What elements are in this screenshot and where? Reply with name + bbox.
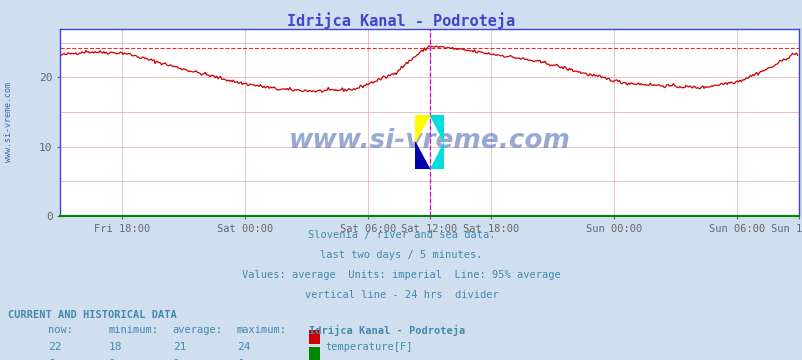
- Text: maximum:: maximum:: [237, 325, 286, 335]
- Text: 0: 0: [48, 359, 55, 360]
- Text: minimum:: minimum:: [108, 325, 158, 335]
- Text: 0: 0: [237, 359, 243, 360]
- Polygon shape: [429, 142, 444, 169]
- Text: www.si-vreme.com: www.si-vreme.com: [3, 82, 13, 162]
- Text: 0: 0: [108, 359, 115, 360]
- Polygon shape: [415, 142, 429, 169]
- Text: 21: 21: [172, 342, 186, 352]
- Text: Slovenia / river and sea data.: Slovenia / river and sea data.: [307, 230, 495, 240]
- Text: Idrijca Kanal - Podroteja: Idrijca Kanal - Podroteja: [287, 13, 515, 30]
- Text: last two days / 5 minutes.: last two days / 5 minutes.: [320, 250, 482, 260]
- Text: vertical line - 24 hrs  divider: vertical line - 24 hrs divider: [304, 290, 498, 300]
- Text: www.si-vreme.com: www.si-vreme.com: [288, 128, 570, 154]
- Polygon shape: [415, 115, 429, 142]
- Text: 0: 0: [172, 359, 179, 360]
- Text: flow[foot3/min]: flow[foot3/min]: [325, 359, 419, 360]
- Text: 18: 18: [108, 342, 122, 352]
- Text: temperature[F]: temperature[F]: [325, 342, 412, 352]
- Text: Values: average  Units: imperial  Line: 95% average: Values: average Units: imperial Line: 95…: [242, 270, 560, 280]
- Text: CURRENT AND HISTORICAL DATA: CURRENT AND HISTORICAL DATA: [8, 310, 176, 320]
- Text: Idrijca Kanal - Podroteja: Idrijca Kanal - Podroteja: [309, 325, 465, 336]
- Text: average:: average:: [172, 325, 222, 335]
- Text: now:: now:: [48, 325, 73, 335]
- Text: 24: 24: [237, 342, 250, 352]
- Polygon shape: [429, 115, 444, 142]
- Text: 22: 22: [48, 342, 62, 352]
